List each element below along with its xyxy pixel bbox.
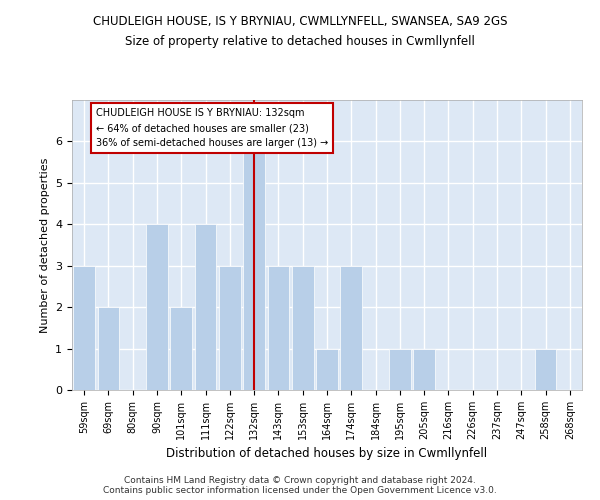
Bar bbox=[413, 348, 435, 390]
Bar bbox=[194, 224, 217, 390]
Bar bbox=[73, 266, 95, 390]
Bar bbox=[97, 307, 119, 390]
Bar bbox=[316, 348, 338, 390]
Y-axis label: Number of detached properties: Number of detached properties bbox=[40, 158, 50, 332]
Bar bbox=[243, 142, 265, 390]
Bar bbox=[389, 348, 411, 390]
Bar bbox=[219, 266, 241, 390]
Bar bbox=[535, 348, 556, 390]
Bar bbox=[170, 307, 192, 390]
Bar bbox=[340, 266, 362, 390]
Text: Contains HM Land Registry data © Crown copyright and database right 2024.
Contai: Contains HM Land Registry data © Crown c… bbox=[103, 476, 497, 495]
Text: CHUDLEIGH HOUSE, IS Y BRYNIAU, CWMLLYNFELL, SWANSEA, SA9 2GS: CHUDLEIGH HOUSE, IS Y BRYNIAU, CWMLLYNFE… bbox=[93, 15, 507, 28]
Bar bbox=[292, 266, 314, 390]
X-axis label: Distribution of detached houses by size in Cwmllynfell: Distribution of detached houses by size … bbox=[166, 448, 488, 460]
Text: Size of property relative to detached houses in Cwmllynfell: Size of property relative to detached ho… bbox=[125, 35, 475, 48]
Bar bbox=[146, 224, 168, 390]
Text: CHUDLEIGH HOUSE IS Y BRYNIAU: 132sqm
← 64% of detached houses are smaller (23)
3: CHUDLEIGH HOUSE IS Y BRYNIAU: 132sqm ← 6… bbox=[96, 108, 329, 148]
Bar bbox=[268, 266, 289, 390]
